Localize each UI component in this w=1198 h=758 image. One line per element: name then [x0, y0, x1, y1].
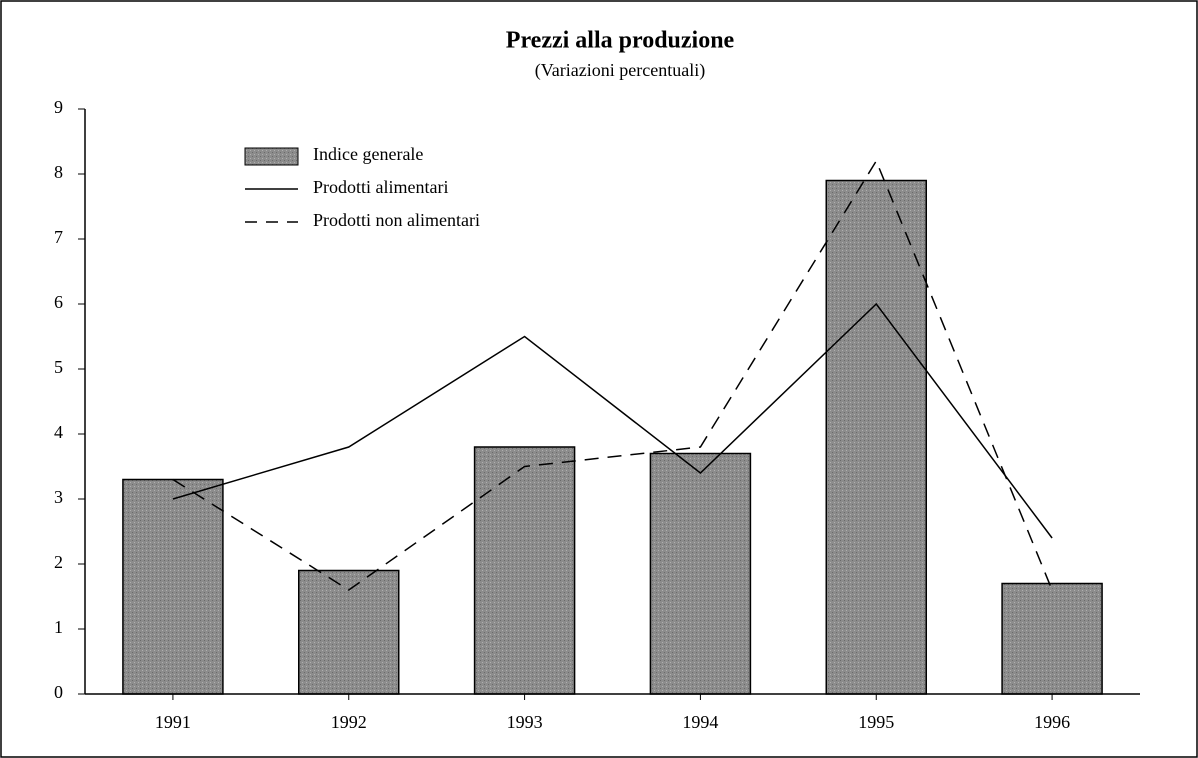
- x-tick-label: 1992: [331, 712, 367, 732]
- x-tick-label: 1996: [1034, 712, 1070, 732]
- y-tick-label: 5: [54, 357, 63, 377]
- series-line: [172, 302, 1053, 539]
- x-tick-label: 1995: [858, 712, 894, 732]
- y-tick-label: 1: [54, 617, 63, 637]
- bar: [1001, 582, 1103, 695]
- x-tick-label: 1993: [507, 712, 543, 732]
- chart-subtitle: (Variazioni percentuali): [535, 60, 705, 81]
- y-tick-label: 9: [54, 97, 63, 117]
- bar: [473, 446, 576, 695]
- chart-title: Prezzi alla produzione: [506, 28, 735, 54]
- y-tick-label: 3: [54, 487, 63, 507]
- y-tick-label: 6: [54, 292, 63, 312]
- y-tick-label: 4: [54, 422, 63, 442]
- x-tick-label: 1994: [682, 712, 718, 732]
- legend-label: Prodotti non alimentari: [313, 210, 480, 230]
- series-line: [172, 159, 1053, 591]
- legend-label: Indice generale: [313, 144, 423, 164]
- bar: [649, 452, 752, 695]
- y-tick-label: 2: [54, 552, 63, 572]
- y-tick-label: 7: [54, 227, 63, 247]
- bar: [298, 569, 400, 695]
- bar: [825, 179, 927, 695]
- bar: [122, 478, 224, 695]
- legend-label: Prodotti alimentari: [313, 177, 448, 197]
- legend-swatch: [244, 147, 299, 166]
- x-tick-label: 1991: [155, 712, 191, 732]
- y-tick-label: 0: [54, 682, 63, 702]
- y-tick-label: 8: [54, 162, 63, 182]
